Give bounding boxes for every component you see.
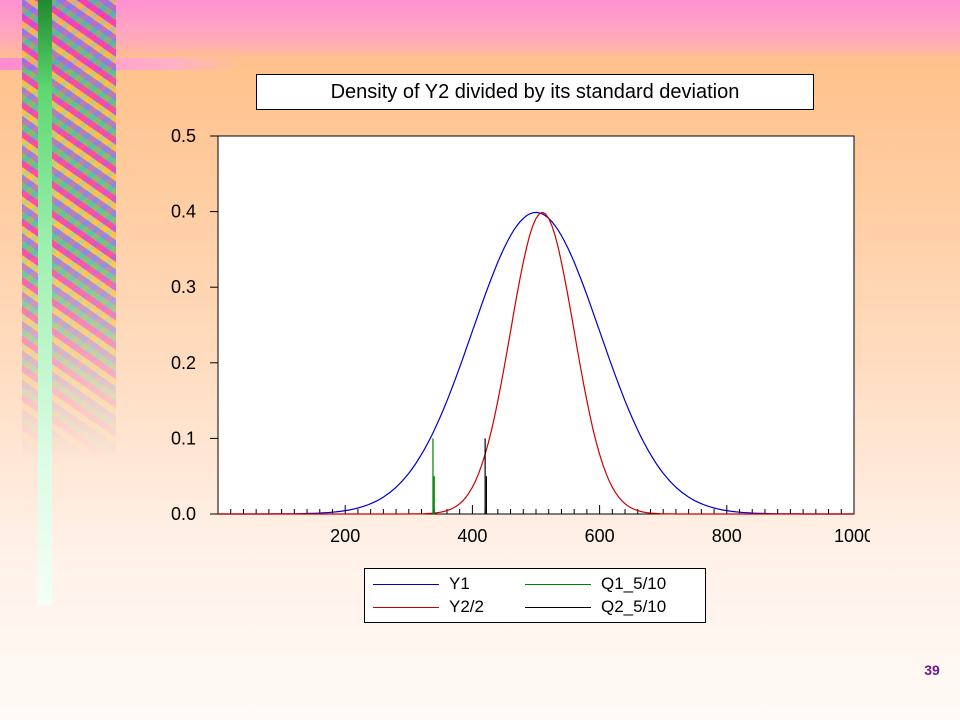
legend-item-y2: Y2/2 — [373, 597, 484, 617]
legend-swatch-q2 — [525, 606, 591, 608]
y-tick-label: 0.0 — [171, 504, 196, 524]
legend-label-y2: Y2/2 — [449, 597, 484, 616]
density-chart: 0.0 0.1 0.2 0.3 0.4 0.5 200 400 600 800 1000 — [171, 126, 870, 546]
legend-swatch-y2 — [373, 606, 439, 608]
decorative-mosaic — [22, 0, 116, 460]
x-tick-label: 800 — [712, 526, 742, 546]
legend-label-y1: Y1 — [449, 574, 470, 593]
top-gradient-bar — [0, 0, 960, 58]
x-tick-label: 1000 — [834, 526, 870, 546]
x-tick-label: 400 — [457, 526, 487, 546]
page-number: 39 — [924, 662, 940, 678]
chart-title: Density of Y2 divided by its standard de… — [256, 74, 814, 110]
legend-label-q1: Q1_5/10 — [601, 574, 667, 593]
x-tick-label: 600 — [585, 526, 615, 546]
plot-area — [217, 135, 855, 515]
x-tick-label: 200 — [330, 526, 360, 546]
y-tick-label: 0.3 — [171, 277, 196, 297]
legend-item-q1: Q1_5/10 — [525, 574, 666, 594]
y-tick-label: 0.4 — [171, 202, 196, 222]
series-line-y1 — [218, 211, 854, 515]
legend-item-y1: Y1 — [373, 574, 470, 594]
y-tick-label: 0.5 — [171, 126, 196, 146]
legend-swatch-q1 — [525, 583, 591, 585]
legend-item-q2: Q2_5/10 — [525, 597, 666, 617]
y-tick-label: 0.2 — [171, 353, 196, 373]
legend-label-q2: Q2_5/10 — [601, 597, 667, 616]
chart-legend: Y1 Q1_5/10 Y2/2 Q2_5/10 — [364, 568, 706, 623]
green-accent-stripe — [38, 0, 52, 605]
series-line-y2-2 — [218, 211, 854, 515]
legend-swatch-y1 — [373, 583, 439, 585]
y-tick-label: 0.1 — [171, 428, 196, 448]
